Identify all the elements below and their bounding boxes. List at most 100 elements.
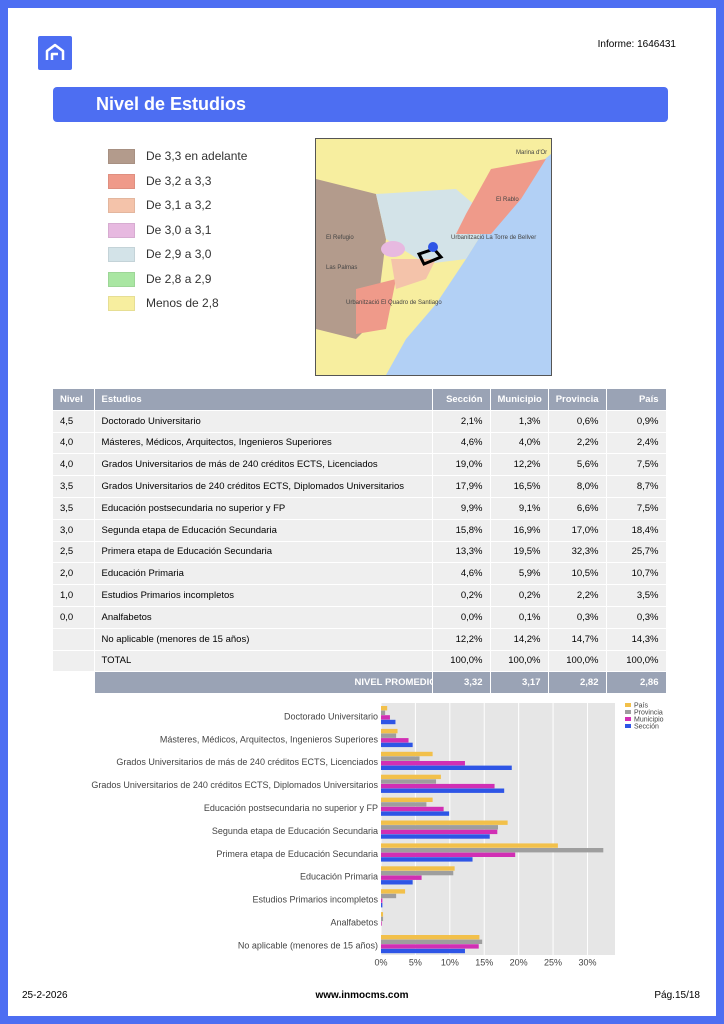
bar (381, 893, 397, 899)
map: Marina d'Or El Rablo Urbanització La Torre… (315, 138, 552, 376)
legend-label: Sección (634, 723, 659, 730)
table-cell: Doctorado Universitario (94, 410, 433, 433)
average-value: 2,82 (548, 671, 607, 695)
bar (381, 852, 516, 857)
table-cell: 10,7% (606, 562, 667, 586)
bar (381, 733, 397, 738)
table-cell: Analfabetos (94, 606, 433, 629)
footer-date: 25-2-2026 (22, 990, 68, 1001)
column-header: Sección (432, 389, 491, 411)
bar (381, 738, 409, 743)
table-cell: 0,3% (606, 606, 667, 629)
table-cell: 1,0 (53, 584, 95, 607)
bar (381, 765, 512, 770)
y-tick-label: Grados Universitarios de 240 créditos EC… (91, 780, 378, 790)
legend-swatch (108, 149, 135, 165)
header-row: Nivel Estudios Sección Municipio Provincia Pa… (53, 389, 667, 411)
table-cell: 4,6% (432, 432, 491, 455)
table-cell: 12,2% (432, 628, 491, 651)
table-cell: 18,4% (606, 519, 667, 542)
table-cell: 4,0 (53, 432, 95, 455)
table-cell: 1,3% (490, 410, 549, 433)
bar (381, 948, 465, 954)
table-cell: 100,0% (606, 650, 667, 673)
bar (381, 875, 422, 880)
table-cell: 7,5% (606, 453, 667, 477)
bar (381, 710, 386, 715)
x-tick-label: 30% (578, 957, 596, 967)
bar (381, 728, 398, 734)
table-row: 3,5 Educación postsecundaria no superior … (53, 497, 667, 520)
legend-label: Menos de 2,8 (146, 296, 219, 310)
table-cell: 19,5% (490, 541, 549, 564)
legend-label: Municipio (634, 716, 664, 723)
table-cell: 0,0% (432, 606, 491, 629)
spacer (53, 671, 95, 695)
legend-swatch (108, 222, 135, 238)
y-tick-label: Educación Primaria (300, 872, 378, 882)
bar-chart: 0% 5% 10% 15% 20% 25% 30% Doctorado Universitar… (91, 702, 664, 967)
bar (381, 806, 444, 812)
table-cell: 7,5% (606, 497, 667, 520)
table-cell: 5,9% (490, 562, 549, 586)
bar (381, 788, 505, 793)
logo-icon (45, 43, 65, 60)
table-row: 0,0 Analfabetos 0,0% 0,1% 0,3% 0,3% (53, 606, 667, 629)
table-cell (53, 628, 95, 651)
section-title: Nivel de Estudios (53, 87, 668, 122)
bar (381, 811, 450, 816)
table-cell: 17,9% (432, 475, 491, 498)
bar (381, 779, 437, 784)
footer-site: www.inmocms.com (315, 990, 409, 1001)
bar (381, 898, 383, 903)
bar (381, 935, 480, 940)
bar (381, 912, 384, 917)
table-cell: 6,6% (548, 497, 607, 520)
table-cell: 100,0% (432, 650, 491, 673)
average-value: 2,86 (606, 671, 667, 695)
table-cell: 25,7% (606, 541, 667, 564)
table-cell: 2,4% (606, 432, 667, 455)
x-tick-label: 0% (374, 957, 387, 967)
bar (381, 843, 558, 848)
average-label: NIVEL PROMEDIO (94, 671, 433, 695)
table-cell: 100,0% (490, 650, 549, 673)
legend-label: De 2,8 a 2,9 (146, 271, 212, 286)
table-row: No aplicable (menores de 15 años) 12,2% 14… (53, 628, 667, 651)
bar (381, 889, 406, 894)
legend-swatch (108, 198, 135, 214)
table-cell: 0,2% (432, 584, 491, 607)
table-cell: 16,9% (490, 519, 549, 542)
table-cell: Grados Universitarios de más de 240 créd… (94, 453, 433, 477)
table-cell: 32,3% (548, 541, 607, 564)
bar (381, 756, 420, 761)
table-cell: 12,2% (490, 453, 549, 477)
table-cell: TOTAL (94, 650, 433, 673)
bar (381, 866, 455, 871)
bar (381, 916, 384, 922)
legend-item: De 3,1 a 3,2 (108, 198, 211, 214)
education-table: Nivel Estudios Sección Municipio Provincia Pa… (53, 389, 667, 695)
table-row: 1,0 Estudios Primarios incompletos 0,2% 0,2… (53, 584, 667, 607)
table-cell: 9,9% (432, 497, 491, 520)
legend-item: De 3,3 en adelante (108, 149, 247, 165)
table-cell: 17,0% (548, 519, 607, 542)
bar (381, 870, 454, 876)
y-tick-label: Másteres, Médicos, Arquitectos, Ingenier… (160, 734, 379, 744)
table-cell: 100,0% (548, 650, 607, 673)
legend-swatch (625, 710, 631, 714)
table-row: 4,5 Doctorado Universitario 2,1% 1,3% 0,6% 0,… (53, 410, 667, 433)
legend-item: Menos de 2,8 (108, 296, 219, 312)
y-tick-label: Grados Universitarios de más de 240 créd… (116, 757, 378, 767)
x-tick-label: 10% (441, 957, 459, 967)
x-tick-label: 20% (510, 957, 528, 967)
table-cell: Primera etapa de Educación Secundaria (94, 541, 433, 564)
y-tick-label: Doctorado Universitario (284, 711, 378, 721)
legend-label: País (634, 702, 649, 709)
table-cell: 2,1% (432, 410, 491, 433)
map-label: Las Palmas (326, 265, 357, 271)
table-cell (53, 650, 95, 673)
table-row: 4,0 Másteres, Médicos, Arquitectos, Ingen… (53, 432, 667, 455)
table-cell: 2,5 (53, 541, 95, 564)
bar (381, 751, 433, 757)
